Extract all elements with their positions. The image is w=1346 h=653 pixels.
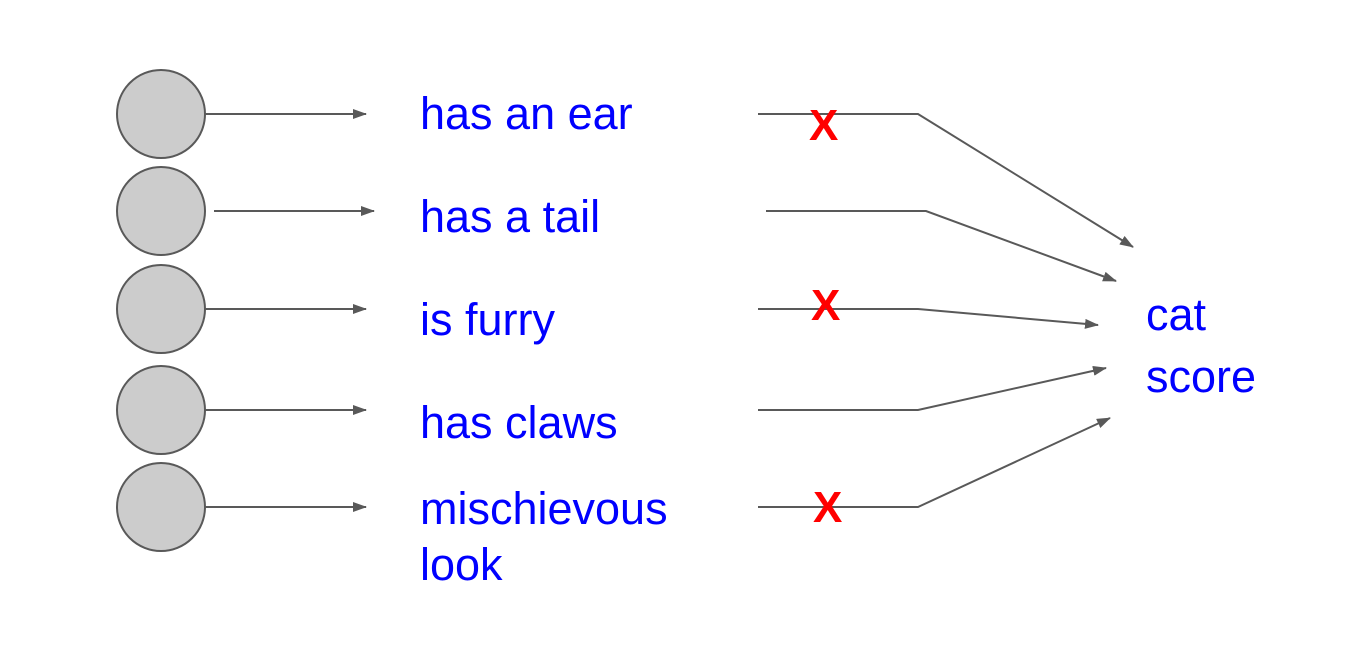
feature-label-has-a-tail: has a tail <box>420 191 601 242</box>
feature-label-has-claws: has claws <box>420 397 618 448</box>
drop-mark-1: X <box>809 101 839 150</box>
output-connector-3 <box>758 308 1099 329</box>
feature-label-is-furry: is furry <box>420 294 555 345</box>
output-label-cat-score: cat score <box>1146 284 1256 408</box>
input-node-5 <box>116 462 206 552</box>
output-label-line2: score <box>1146 351 1257 402</box>
output-connector-5 <box>758 417 1111 508</box>
feature-label-mischievous-line2: look <box>420 539 503 590</box>
output-connector-4 <box>758 365 1107 411</box>
drop-mark-5: X <box>813 483 843 532</box>
feature-label-mischievous-line1: mischievous <box>420 483 668 534</box>
drop-mark-3: X <box>811 281 841 330</box>
feature-label-mischievous: mischievous look <box>420 481 668 593</box>
input-node-4 <box>116 365 206 455</box>
output-connector-1 <box>758 113 1134 248</box>
output-connector-2 <box>766 210 1117 282</box>
input-node-1 <box>116 69 206 159</box>
feature-label-has-an-ear: has an ear <box>420 88 633 139</box>
output-label-line1: cat <box>1146 289 1207 340</box>
input-node-3 <box>116 264 206 354</box>
input-node-2 <box>116 166 206 256</box>
